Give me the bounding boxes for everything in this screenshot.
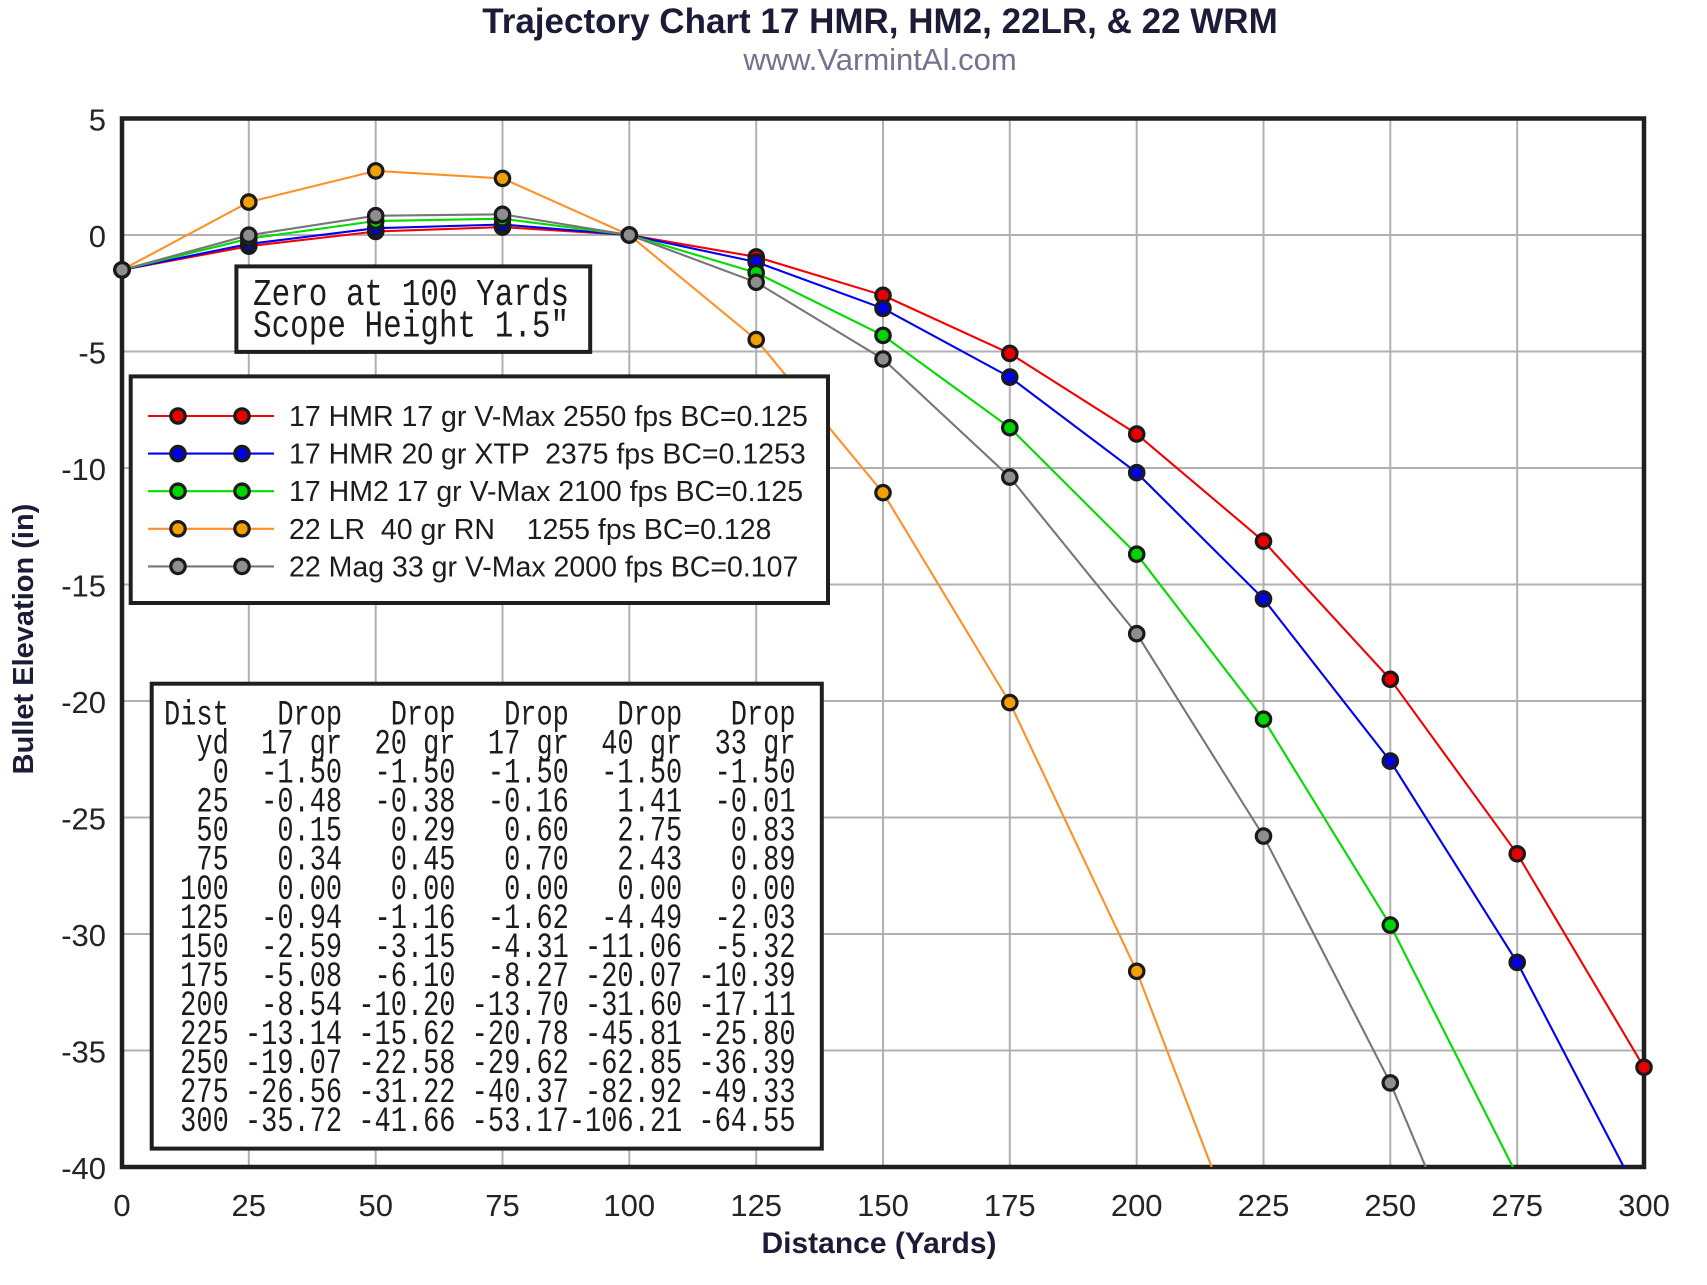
svg-text:0: 0 [89, 219, 106, 254]
svg-text:75 0.34 0.45 0.70 2.43: 75 0.34 0.45 0.70 2.43 0.89 [164, 842, 796, 881]
svg-text:17 HM2 17 gr V-Max 2100 fps BC: 17 HM2 17 gr V-Max 2100 fps BC=0.125 [289, 476, 803, 508]
svg-text:50 0.15 0.29 0.60 2.75: 50 0.15 0.29 0.60 2.75 0.83 [164, 813, 796, 852]
svg-text:125: 125 [730, 1188, 782, 1223]
svg-text:275 -26.56 -31.22 -40.37 -82.9: 275 -26.56 -31.22 -40.37 -82.92 -49.33 [164, 1074, 796, 1113]
svg-text:17 HMR 20 gr XTP 2375 fps BC=: 17 HMR 20 gr XTP 2375 fps BC=0.1253 [289, 439, 806, 471]
svg-text:Zero at 100 Yards: Zero at 100 Yards [253, 274, 569, 317]
svg-text:-5: -5 [78, 336, 106, 371]
svg-text:-20: -20 [61, 685, 106, 720]
svg-text:150: 150 [857, 1188, 909, 1223]
svg-text:www.VarmintAl.com: www.VarmintAl.com [742, 42, 1016, 77]
svg-text:50: 50 [358, 1188, 392, 1223]
svg-text:-40: -40 [61, 1151, 106, 1186]
svg-text:Scope Height 1.5": Scope Height 1.5" [253, 306, 569, 349]
svg-text:225 -13.14 -15.62 -20.78 -45.8: 225 -13.14 -15.62 -20.78 -45.81 -25.80 [164, 1016, 796, 1055]
svg-text:22 Mag 33 gr V-Max 2000 fps BC: 22 Mag 33 gr V-Max 2000 fps BC=0.107 [289, 551, 798, 583]
svg-text:150 -2.59 -3.15 -4.31 -11.0: 150 -2.59 -3.15 -4.31 -11.06 -5.32 [164, 929, 796, 968]
svg-text:22 LR 40 gr RN 1255 fps BC: 22 LR 40 gr RN 1255 fps BC=0.128 [289, 514, 771, 546]
svg-text:-35: -35 [61, 1035, 106, 1070]
svg-text:0: 0 [113, 1188, 130, 1223]
svg-text:Bullet Elevation (in): Bullet Elevation (in) [8, 504, 40, 775]
svg-text:25: 25 [232, 1188, 266, 1223]
svg-text:17 HMR 17 gr V-Max 2550 fps BC: 17 HMR 17 gr V-Max 2550 fps BC=0.125 [289, 401, 808, 433]
svg-text:0 -1.50 -1.50 -1.50 -1.50: 0 -1.50 -1.50 -1.50 -1.50 -1.50 [164, 755, 796, 794]
svg-text:250 -19.07 -22.58 -29.62 -62.8: 250 -19.07 -22.58 -29.62 -62.85 -36.39 [164, 1045, 796, 1084]
svg-text:200 -8.54 -10.20 -13.70 -31.6: 200 -8.54 -10.20 -13.70 -31.60 -17.11 [164, 987, 796, 1026]
svg-text:175 -5.08 -6.10 -8.27 -20.0: 175 -5.08 -6.10 -8.27 -20.07 -10.39 [164, 958, 796, 997]
svg-text:yd 17 gr 20 gr 17 gr 40 gr: yd 17 gr 20 gr 17 gr 40 gr 33 gr [164, 726, 796, 765]
svg-text:-10: -10 [61, 452, 106, 487]
svg-text:300: 300 [1618, 1188, 1670, 1223]
svg-text:Dist Drop Drop Drop Dr: Dist Drop Drop Drop Drop Drop [164, 696, 796, 735]
svg-text:200: 200 [1111, 1188, 1163, 1223]
svg-text:250: 250 [1364, 1188, 1416, 1223]
svg-text:125 -0.94 -1.16 -1.62 -4.4: 125 -0.94 -1.16 -1.62 -4.49 -2.03 [164, 900, 796, 939]
svg-text:225: 225 [1238, 1188, 1290, 1223]
svg-text:300 -35.72 -41.66 -53.17-106.2: 300 -35.72 -41.66 -53.17-106.21 -64.55 [164, 1103, 796, 1142]
svg-text:-25: -25 [61, 802, 106, 837]
svg-text:275: 275 [1491, 1188, 1543, 1223]
svg-text:100: 100 [603, 1188, 655, 1223]
svg-text:5: 5 [89, 103, 106, 138]
svg-text:75: 75 [485, 1188, 519, 1223]
svg-text:-15: -15 [61, 569, 106, 604]
svg-text:Distance (Yards): Distance (Yards) [761, 1227, 996, 1260]
svg-text:-30: -30 [61, 918, 106, 953]
svg-text:Trajectory Chart 17 HMR, HM2,: Trajectory Chart 17 HMR, HM2, 22LR, & 22… [482, 2, 1277, 41]
svg-text:25 -0.48 -0.38 -0.16 1.41: 25 -0.48 -0.38 -0.16 1.41 -0.01 [164, 784, 796, 823]
svg-text:175: 175 [984, 1188, 1036, 1223]
svg-text:100 0.00 0.00 0.00 0.0: 100 0.00 0.00 0.00 0.00 0.00 [164, 871, 796, 910]
